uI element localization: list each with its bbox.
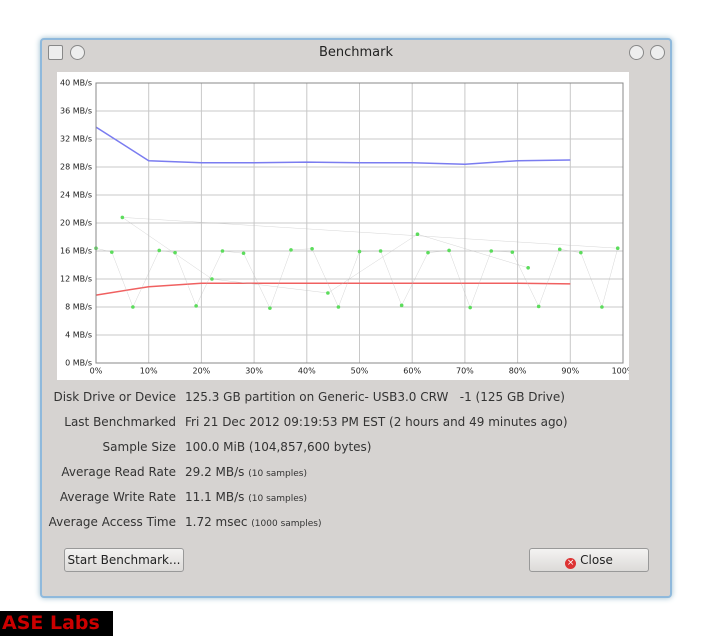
info-row: Sample Size 100.0 MiB (104,857,600 bytes): [42, 440, 662, 460]
access-point: [310, 246, 314, 251]
x-tick-label: 10%: [140, 367, 158, 376]
access-point: [468, 305, 472, 310]
access-point: [241, 251, 246, 256]
info-row: Last Benchmarked Fri 21 Dec 2012 09:19:53…: [42, 415, 662, 435]
series-line: [95, 282, 571, 296]
x-tick-label: 100%: [612, 367, 629, 376]
info-value: 29.2 MB/s (10 samples): [185, 465, 307, 479]
access-point: [110, 250, 114, 254]
x-tick-label: 90%: [561, 367, 579, 376]
info-note: (1000 samples): [251, 519, 322, 529]
access-point: [536, 304, 541, 309]
y-tick-label: 4 MB/s: [65, 331, 92, 340]
y-tick-label: 0 MB/s: [65, 359, 92, 368]
menu-button[interactable]: [48, 45, 63, 60]
minimize-button[interactable]: [629, 45, 644, 60]
access-point: [326, 291, 330, 295]
y-tick-label: 16 MB/s: [60, 247, 92, 256]
info-value: 11.1 MB/s (10 samples): [185, 490, 307, 504]
access-point: [357, 249, 362, 254]
access-point: [426, 250, 430, 255]
info-value: 1.72 msec (1000 samples): [185, 515, 322, 529]
access-point: [447, 248, 451, 253]
info-value: 100.0 MiB (104,857,600 bytes): [185, 440, 372, 454]
info-label: Sample Size: [102, 440, 176, 454]
info-label: Disk Drive or Device: [53, 390, 176, 404]
window-title: Benchmark: [318, 45, 394, 60]
y-tick-label: 8 MB/s: [65, 303, 92, 312]
info-note: (10 samples): [248, 494, 307, 504]
close-label: Close: [580, 553, 613, 567]
access-point: [220, 249, 225, 253]
access-point: [194, 304, 198, 308]
info-row: Average Read Rate 29.2 MB/s (10 samples): [42, 465, 662, 485]
series-line: [95, 126, 571, 165]
access-point: [336, 305, 341, 309]
y-tick-label: 12 MB/s: [60, 275, 92, 284]
watermark: ASE Labs: [0, 611, 113, 636]
access-trace: [95, 217, 619, 309]
x-tick-label: 0%: [90, 367, 103, 376]
x-tick-label: 20%: [193, 367, 211, 376]
access-point: [526, 266, 530, 270]
chart-background: [57, 72, 629, 380]
y-tick-label: 32 MB/s: [60, 135, 92, 144]
access-point: [399, 303, 404, 308]
info-label: Average Write Rate: [59, 490, 176, 504]
y-tick-label: 40 MB/s: [60, 79, 92, 88]
info-label: Average Access Time: [48, 515, 176, 529]
pin-button[interactable]: [70, 45, 85, 60]
y-tick-label: 24 MB/s: [60, 191, 92, 200]
info-row: Average Access Time 1.72 msec (1000 sampl…: [42, 515, 662, 535]
start-benchmark-button[interactable]: Start Benchmark...: [64, 548, 184, 572]
y-tick-label: 36 MB/s: [60, 107, 92, 116]
info-row: Disk Drive or Device 125.3 GB partition o…: [42, 390, 662, 410]
info-value: 125.3 GB partition on Generic- USB3.0 CR…: [185, 390, 565, 404]
access-point: [210, 277, 214, 281]
close-button[interactable]: × Close: [529, 548, 649, 572]
x-tick-label: 80%: [509, 367, 527, 376]
access-point: [600, 305, 604, 309]
access-point: [173, 250, 177, 255]
y-tick-label: 20 MB/s: [60, 219, 92, 228]
info-row: Average Write Rate 11.1 MB/s (10 samples): [42, 490, 662, 510]
access-point: [268, 306, 272, 310]
access-point: [378, 249, 383, 253]
x-tick-label: 60%: [403, 367, 421, 376]
access-point: [415, 232, 420, 236]
close-window-button[interactable]: [650, 45, 665, 60]
access-point: [131, 305, 135, 309]
access-point: [289, 248, 293, 252]
plot-border: [95, 82, 624, 364]
info-value: Fri 21 Dec 2012 09:19:53 PM EST (2 hours…: [185, 415, 568, 429]
access-point: [510, 250, 515, 254]
access-point: [615, 246, 620, 250]
close-icon: ×: [565, 558, 577, 569]
access-point: [489, 249, 494, 253]
x-tick-label: 30%: [245, 367, 263, 376]
x-tick-label: 50%: [351, 367, 369, 376]
x-tick-label: 70%: [456, 367, 474, 376]
info-label: Last Benchmarked: [64, 415, 176, 429]
info-label: Average Read Rate: [61, 465, 176, 479]
access-point: [579, 250, 583, 255]
x-tick-label: 40%: [298, 367, 316, 376]
access-point: [120, 215, 125, 220]
access-point: [157, 248, 162, 253]
info-note: (10 samples): [248, 469, 307, 479]
y-tick-label: 28 MB/s: [60, 163, 92, 172]
dialog: Benchmark 0 MB/s 4 MB/s 8 MB/s 12 MB/s 16 MB…: [40, 38, 672, 598]
chart: 0 MB/s 4 MB/s 8 MB/s 12 MB/s 16 MB/s 20 MB/s 2…: [57, 72, 629, 380]
access-point: [557, 247, 562, 252]
title-bar: Benchmark: [42, 40, 670, 66]
